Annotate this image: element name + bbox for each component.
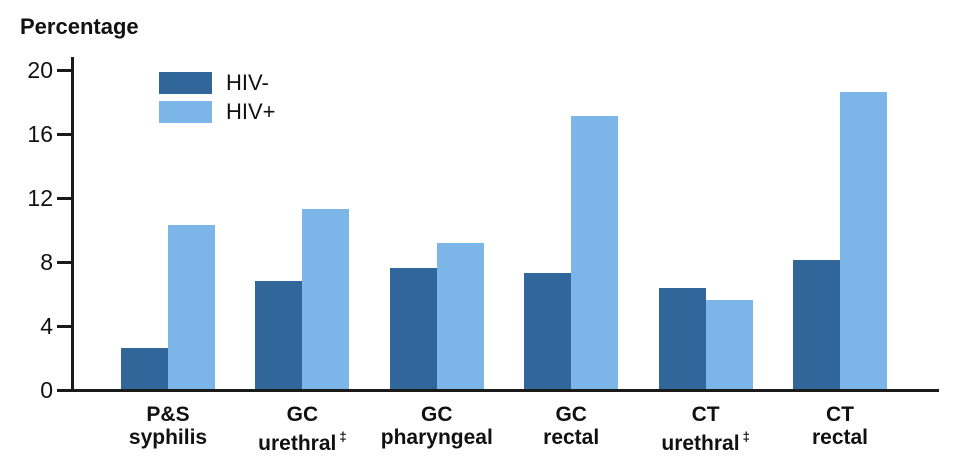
bar-hiv-positive bbox=[302, 209, 350, 390]
category-line2: urethral ‡ bbox=[661, 429, 750, 455]
bar-hiv-negative bbox=[389, 268, 437, 390]
x-axis-category-label: CT rectal bbox=[760, 403, 920, 449]
bar-hiv-positive bbox=[168, 225, 215, 390]
bar-hiv-negative bbox=[255, 281, 303, 390]
category-line1: GC bbox=[286, 403, 319, 426]
x-axis-category-label: GC urethral ‡ bbox=[222, 403, 382, 455]
legend-swatch-hiv-negative bbox=[159, 72, 212, 94]
bar-hiv-positive bbox=[705, 300, 753, 390]
y-axis-tick-mark bbox=[57, 261, 71, 264]
y-axis-tick-mark bbox=[57, 389, 71, 392]
x-axis-category-label: CT urethral ‡ bbox=[626, 403, 786, 455]
y-axis-tick-label: 8 bbox=[40, 249, 53, 275]
y-axis-title: Percentage bbox=[20, 14, 139, 39]
bar-hiv-positive bbox=[840, 92, 887, 390]
x-axis-category-label: P&S syphilis bbox=[88, 403, 248, 449]
category-line2: rectal bbox=[811, 426, 869, 449]
category-line1: CT bbox=[826, 403, 854, 426]
bar-hiv-negative bbox=[524, 273, 572, 390]
category-line1: CT bbox=[691, 403, 720, 426]
x-axis-line bbox=[71, 389, 939, 392]
y-axis-tick-mark bbox=[57, 133, 71, 136]
bar-hiv-negative bbox=[121, 348, 168, 390]
y-axis-tick-label: 0 bbox=[40, 377, 53, 403]
bar-hiv-negative bbox=[658, 287, 706, 390]
y-axis-tick-label: 4 bbox=[40, 313, 53, 339]
legend-label-hiv-negative: HIV- bbox=[226, 70, 269, 95]
y-axis-tick-label: 20 bbox=[27, 57, 53, 83]
legend-label-hiv-positive: HIV+ bbox=[226, 99, 276, 124]
y-axis-tick-mark bbox=[57, 197, 71, 200]
bar-hiv-negative bbox=[793, 260, 840, 390]
category-line2: pharyngeal bbox=[380, 426, 493, 449]
y-axis-tick-label: 16 bbox=[27, 121, 53, 147]
footnote-dagger-symbol: ‡ bbox=[742, 429, 750, 444]
bar-hiv-positive bbox=[571, 116, 619, 390]
bar-hiv-positive bbox=[436, 242, 484, 390]
category-line1: P&S bbox=[146, 403, 190, 426]
category-line1: GC bbox=[555, 403, 587, 426]
y-axis-line bbox=[71, 57, 74, 392]
x-axis-category-label: GC pharyngeal bbox=[357, 403, 517, 449]
legend-swatch-hiv-positive bbox=[159, 101, 212, 123]
y-axis-tick-mark bbox=[57, 69, 71, 72]
y-axis-tick-label: 12 bbox=[27, 185, 53, 211]
category-line2: syphilis bbox=[128, 426, 208, 449]
x-axis-category-label: GC rectal bbox=[491, 403, 651, 449]
category-line2: urethral ‡ bbox=[258, 429, 347, 455]
category-line1: GC bbox=[421, 403, 453, 426]
footnote-dagger-symbol: ‡ bbox=[339, 429, 347, 444]
category-line2: rectal bbox=[543, 426, 600, 449]
y-axis-tick-mark bbox=[57, 325, 71, 328]
